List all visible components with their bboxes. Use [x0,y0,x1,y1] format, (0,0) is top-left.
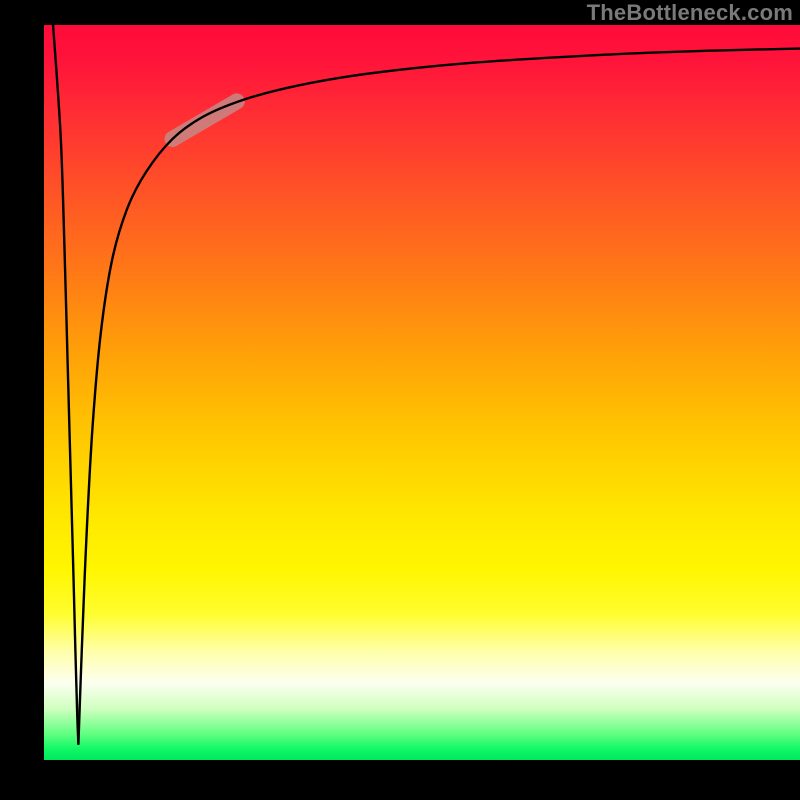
watermark-text: TheBottleneck.com [587,0,793,26]
bottleneck-chart: TheBottleneck.com [0,0,800,800]
gradient-background [44,25,800,760]
plot-area [44,25,800,760]
